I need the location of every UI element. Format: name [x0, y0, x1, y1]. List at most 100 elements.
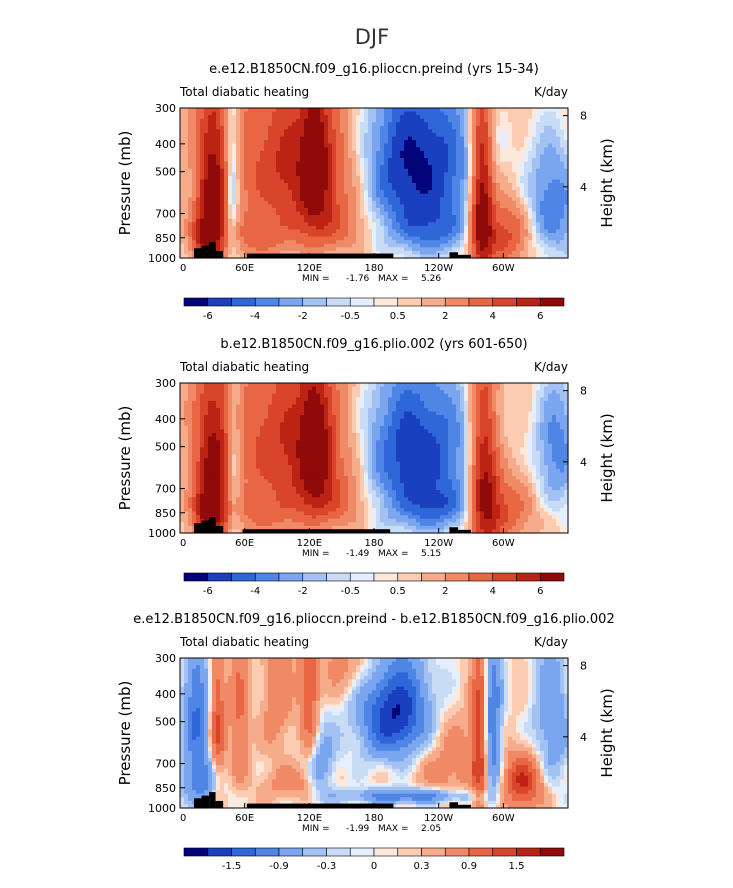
heatmap-cell [184, 158, 189, 163]
heatmap-cell [564, 172, 569, 177]
heatmap-cell [192, 208, 197, 213]
heatmap-cell [184, 165, 189, 170]
heatmap-cell [420, 118, 425, 123]
heatmap-cell [256, 172, 261, 177]
heatmap-cell [304, 165, 309, 170]
heatmap-cell [444, 111, 449, 116]
heatmap-cell [364, 158, 369, 163]
heatmap-cell [284, 161, 289, 166]
heatmap-cell [204, 186, 209, 191]
heatmap-cell [432, 243, 437, 248]
heatmap-cell [548, 190, 553, 195]
heatmap-cell [196, 440, 201, 445]
heatmap-cell [252, 143, 257, 148]
heatmap-cell [216, 511, 221, 516]
heatmap-cell [224, 393, 229, 398]
heatmap-cell [348, 190, 353, 195]
heatmap-cell [476, 229, 481, 234]
heatmap-cell [400, 225, 405, 231]
heatmap-cell [384, 190, 389, 195]
heatmap-cell [336, 118, 341, 123]
heatmap-cell [200, 390, 205, 395]
heatmap-cell [184, 247, 189, 252]
heatmap-cell [544, 211, 549, 216]
heatmap-cell [296, 229, 301, 234]
heatmap-cell [484, 133, 489, 138]
heatmap-cell [480, 143, 485, 148]
heatmap-cell [224, 429, 229, 434]
heatmap-cell [416, 122, 421, 127]
heatmap-cell [456, 186, 461, 191]
heatmap-cell [348, 218, 353, 223]
heatmap-cell [512, 143, 517, 148]
heatmap-cell [532, 125, 537, 131]
heatmap-cell [204, 183, 209, 188]
heatmap-cell [244, 500, 249, 506]
heatmap-cell [524, 165, 529, 170]
heatmap-cell [416, 150, 421, 156]
heatmap-cell [228, 443, 233, 448]
heatmap-cell [204, 433, 209, 438]
heatmap-cell [244, 483, 249, 488]
heatmap-cell [368, 129, 373, 134]
heatmap-cell [428, 154, 433, 159]
heatmap-cell [464, 204, 469, 209]
heatmap-cell [188, 190, 193, 195]
heatmap-cell [488, 247, 493, 252]
heatmap-cell [180, 143, 185, 148]
heatmap-cell [368, 143, 373, 148]
heatmap-cell [552, 222, 557, 227]
heatmap-cell [456, 200, 461, 206]
heatmap-cell [256, 522, 261, 527]
heatmap-cell [312, 240, 317, 245]
heatmap-cell [340, 129, 345, 134]
heatmap-cell [220, 408, 225, 413]
heatmap-cell [236, 525, 241, 531]
heatmap-cell [224, 186, 229, 191]
heatmap-cell [416, 208, 421, 213]
heatmap-cell [252, 522, 257, 527]
heatmap-cell [280, 133, 285, 138]
heatmap-cell [296, 111, 301, 116]
heatmap-cell [528, 190, 533, 195]
heatmap-cell [324, 211, 329, 216]
heatmap-cell [192, 150, 197, 156]
heatmap-cell [280, 118, 285, 123]
heatmap-cell [380, 115, 385, 120]
heatmap-cell [532, 179, 537, 184]
heatmap-cell [200, 197, 205, 202]
heatmap-cell [416, 161, 421, 166]
topography [449, 252, 459, 258]
heatmap-cell [412, 197, 417, 202]
heatmap-cell [544, 243, 549, 248]
heatmap-cell [544, 115, 549, 120]
heatmap-cell [292, 168, 297, 173]
heatmap-cell [480, 233, 485, 238]
heatmap-cell [564, 179, 569, 184]
heatmap-cell [372, 211, 377, 216]
heatmap-cell [288, 118, 293, 123]
heatmap-cell [308, 236, 313, 241]
heatmap-cell [376, 143, 381, 148]
heatmap-cell [408, 125, 413, 131]
heatmap-cell [236, 408, 241, 413]
heatmap-cell [256, 122, 261, 127]
heatmap-cell [300, 200, 305, 206]
heatmap-cell [320, 161, 325, 166]
heatmap-cell [256, 425, 261, 431]
heatmap-cell [316, 136, 321, 141]
y-tick-label: 500 [155, 166, 176, 179]
heatmap-cell [304, 240, 309, 245]
heatmap-cell [396, 204, 401, 209]
heatmap-cell [528, 186, 533, 191]
heatmap-cell [416, 143, 421, 148]
heatmap-cell [372, 140, 377, 145]
heatmap-cell [396, 168, 401, 173]
heatmap-cell [396, 211, 401, 216]
heatmap-cell [208, 436, 213, 441]
heatmap-cell [364, 179, 369, 184]
heatmap-cell [248, 190, 253, 195]
heatmap-cell [440, 115, 445, 120]
heatmap-cell [376, 147, 381, 152]
heatmap-cell [500, 225, 505, 231]
